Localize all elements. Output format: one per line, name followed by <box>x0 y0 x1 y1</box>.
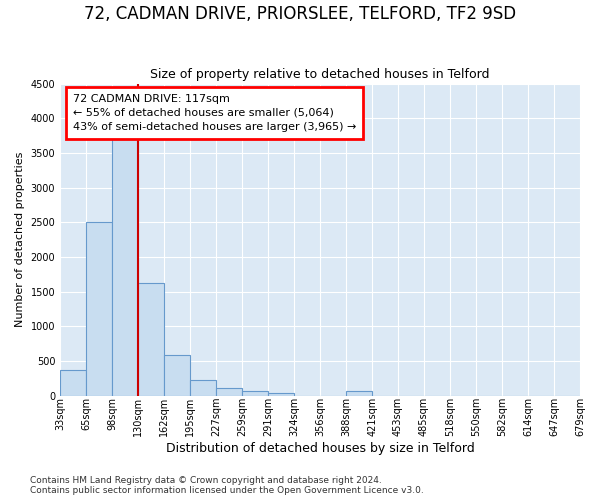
Bar <box>138 282 164 396</box>
Title: Size of property relative to detached houses in Telford: Size of property relative to detached ho… <box>151 68 490 81</box>
Bar <box>190 380 216 396</box>
Text: 72 CADMAN DRIVE: 117sqm
← 55% of detached houses are smaller (5,064)
43% of semi: 72 CADMAN DRIVE: 117sqm ← 55% of detache… <box>73 94 356 132</box>
Bar <box>346 392 372 396</box>
Bar <box>60 370 86 396</box>
Bar <box>216 388 242 396</box>
Bar <box>86 222 112 396</box>
Bar <box>242 391 268 396</box>
Bar <box>164 354 190 396</box>
Text: Contains HM Land Registry data © Crown copyright and database right 2024.
Contai: Contains HM Land Registry data © Crown c… <box>30 476 424 495</box>
Text: 72, CADMAN DRIVE, PRIORSLEE, TELFORD, TF2 9SD: 72, CADMAN DRIVE, PRIORSLEE, TELFORD, TF… <box>84 5 516 23</box>
X-axis label: Distribution of detached houses by size in Telford: Distribution of detached houses by size … <box>166 442 475 455</box>
Bar <box>268 393 294 396</box>
Y-axis label: Number of detached properties: Number of detached properties <box>15 152 25 327</box>
Bar <box>112 139 138 396</box>
